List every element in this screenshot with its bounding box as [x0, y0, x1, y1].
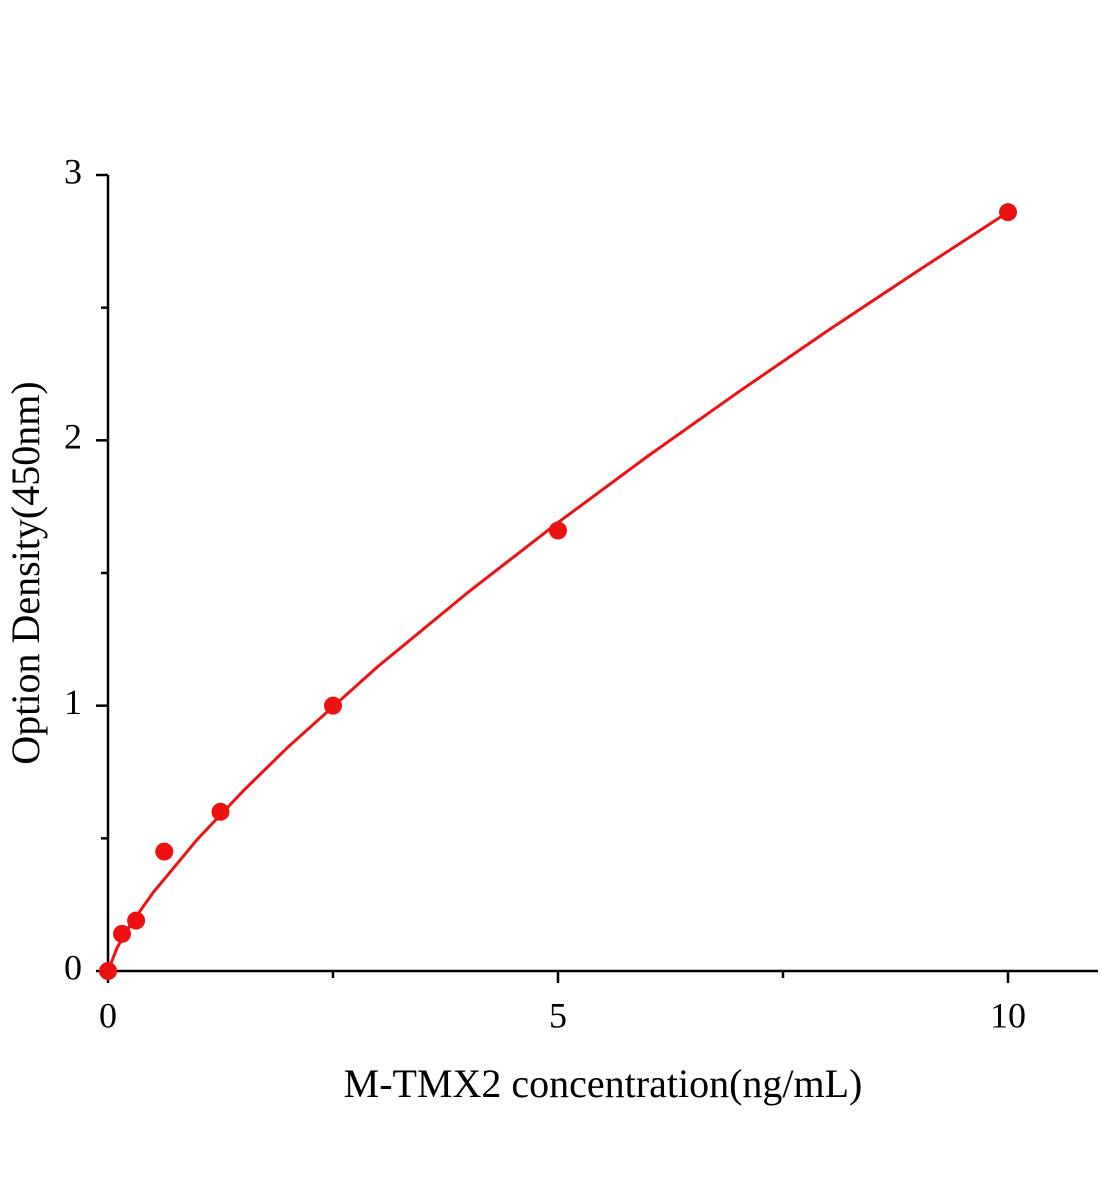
x-tick-label: 10 — [990, 995, 1026, 1035]
data-point — [127, 911, 146, 930]
y-axis-label: Option Density(450nm) — [3, 381, 48, 764]
data-point — [211, 802, 230, 821]
data-point — [549, 521, 567, 540]
data-point — [99, 962, 117, 980]
y-tick-label: 2 — [64, 417, 82, 457]
data-point — [155, 842, 174, 861]
y-tick-label: 3 — [64, 151, 82, 191]
y-tick-label: 1 — [64, 682, 82, 722]
x-tick-label: 5 — [549, 995, 567, 1035]
fit-curve — [106, 210, 1009, 972]
y-tick-label: 0 — [64, 947, 82, 987]
x-axis-label: M-TMX2 concentration(ng/mL) — [344, 1061, 863, 1106]
data-point — [324, 696, 342, 715]
data-point — [999, 203, 1017, 222]
data-point — [113, 924, 132, 943]
x-tick-label: 0 — [99, 995, 117, 1035]
